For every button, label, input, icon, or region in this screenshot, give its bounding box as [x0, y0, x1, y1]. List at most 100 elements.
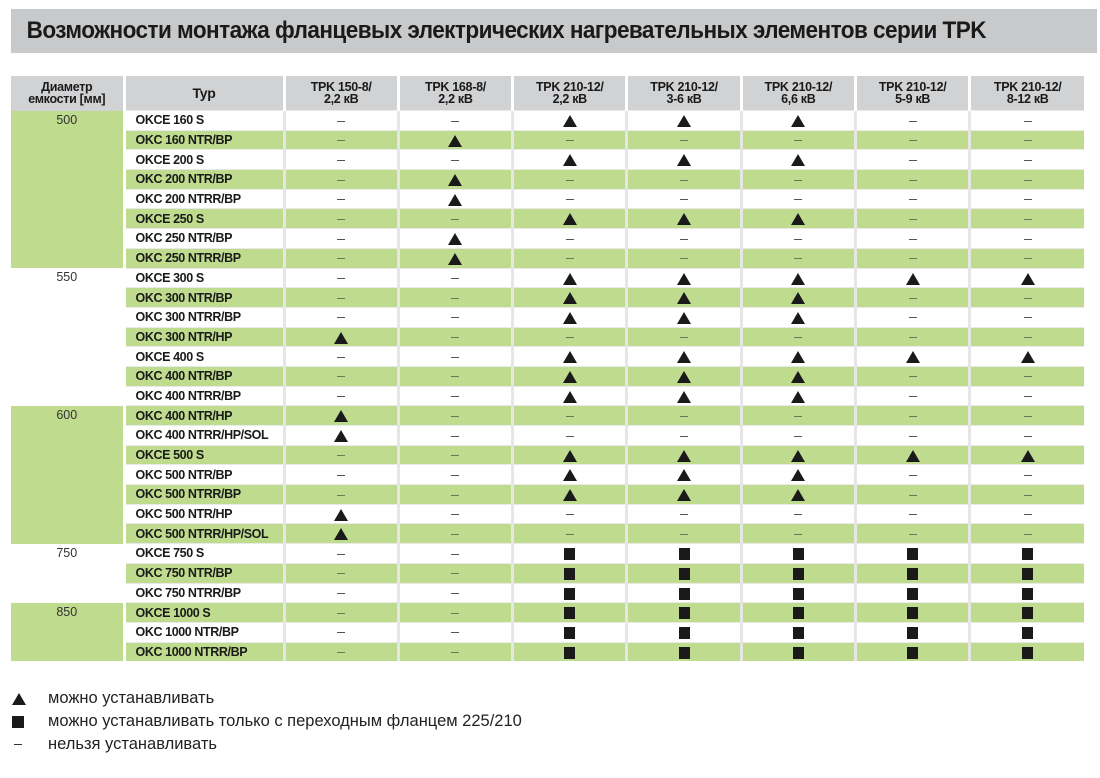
dash-icon — [337, 652, 346, 654]
square-icon — [1022, 646, 1034, 659]
table-row: 500 OKCE 160 S — [11, 110, 1085, 268]
triangle-icon — [791, 469, 806, 482]
dash-icon — [451, 356, 460, 358]
compat-cell — [741, 326, 857, 347]
dash-icon — [451, 120, 460, 122]
square-icon — [564, 587, 576, 600]
diameter-cell: 550 — [11, 268, 126, 406]
diameter-cell: 500 — [11, 110, 126, 268]
diameter-cell: 850 — [11, 602, 126, 662]
compat-cell — [741, 208, 857, 229]
square-icon — [792, 607, 804, 620]
title-bar: Возможности монтажа фланцевых электричес… — [11, 9, 1097, 53]
compat-cell — [855, 464, 972, 485]
compat-cell — [512, 208, 629, 229]
compat-cell — [969, 228, 1085, 249]
compat-cell — [741, 149, 857, 170]
legend-item: нельзя устанавливать — [12, 733, 522, 756]
compat-cell — [284, 444, 400, 465]
header-tpk-150-8: TPK 150-8/2,2 кВ — [284, 76, 400, 111]
triangle-icon — [791, 292, 806, 305]
table-row: OKC 400 NTRR/HP/SOL — [11, 425, 1085, 446]
compat-cell — [626, 287, 743, 308]
triangle-icon — [791, 272, 806, 285]
compat-cell — [626, 562, 743, 583]
type-cell: OKCE 750 S — [124, 543, 286, 564]
table-row: OKC 400 NTRR/BP — [11, 385, 1085, 406]
compat-cell — [969, 149, 1085, 170]
type-cell: OKC 400 NTRR/BP — [124, 385, 286, 406]
table-row: OKCE 500 S — [11, 444, 1085, 465]
compat-cell — [398, 543, 515, 564]
header-tpk-210-12-5-9: TPK 210-12/5-9 кВ — [855, 76, 972, 111]
dash-icon — [1023, 317, 1032, 319]
compat-cell — [741, 306, 857, 328]
compat-cell — [398, 641, 515, 662]
compat-cell — [512, 503, 629, 524]
triangle-icon — [562, 351, 577, 364]
compat-cell — [741, 543, 857, 564]
triangle-icon — [448, 252, 463, 265]
table-row: OKC 400 NTR/BP — [11, 365, 1085, 387]
header-tpk-210-12-6-6: TPK 210-12/6,6 кВ — [741, 76, 857, 111]
compat-cell — [512, 306, 629, 328]
legend-item: можно устанавливать только с переходным … — [12, 710, 522, 733]
compat-cell — [512, 365, 629, 387]
square-icon — [1022, 626, 1034, 639]
dash-icon — [680, 199, 689, 201]
dash-icon — [337, 199, 346, 201]
compat-cell — [741, 444, 857, 465]
type-cell: OKC 160 NTR/BP — [124, 129, 286, 150]
compat-cell — [741, 346, 857, 367]
type-cell: OKC 500 NTRR/HP/SOL — [124, 523, 286, 544]
compat-cell — [626, 484, 743, 505]
compat-cell — [855, 602, 972, 623]
compat-cell — [969, 503, 1085, 524]
compat-cell — [626, 346, 743, 367]
table-row: 600 OKC 400 NTR/HP — [11, 405, 1085, 544]
square-icon — [564, 607, 576, 620]
dash-icon — [680, 533, 689, 535]
triangle-icon — [677, 489, 692, 502]
dash-icon — [908, 514, 917, 516]
compat-cell — [969, 464, 1085, 485]
dash-icon — [794, 238, 803, 240]
triangle-icon — [677, 370, 692, 383]
compat-cell — [284, 228, 400, 249]
square-icon — [678, 607, 690, 620]
compat-cell — [626, 582, 743, 603]
compat-cell — [741, 405, 857, 426]
triangle-icon — [791, 370, 806, 383]
triangle-icon — [677, 469, 692, 482]
dash-icon — [451, 297, 460, 299]
dash-icon — [337, 179, 346, 181]
triangle-icon — [1020, 272, 1035, 285]
compat-cell — [969, 169, 1085, 190]
dash-icon — [451, 337, 460, 339]
triangle-icon — [791, 489, 806, 502]
square-icon — [792, 548, 804, 561]
square-icon — [792, 626, 804, 639]
triangle-icon — [562, 213, 577, 226]
dash-icon — [908, 337, 917, 339]
compat-cell — [741, 621, 857, 643]
dash-icon — [565, 238, 574, 240]
compat-cell — [741, 562, 857, 583]
triangle-icon — [562, 489, 577, 502]
compat-cell — [284, 562, 400, 583]
type-cell: OKC 300 NTRR/BP — [124, 306, 286, 328]
triangle-icon — [562, 449, 577, 462]
compat-cell — [512, 267, 629, 288]
compat-cell — [284, 503, 400, 524]
legend-item: можно устанавливать — [12, 687, 522, 710]
compat-cell — [284, 405, 400, 426]
table-row: OKC 750 NTR/BP — [11, 562, 1085, 583]
compat-cell — [284, 208, 400, 229]
compat-cell — [969, 444, 1085, 465]
triangle-icon — [677, 115, 692, 128]
compat-cell — [398, 346, 515, 367]
dash-icon — [337, 455, 346, 457]
compat-cell — [398, 405, 515, 426]
compat-cell — [855, 503, 972, 524]
dash-icon — [908, 474, 917, 476]
